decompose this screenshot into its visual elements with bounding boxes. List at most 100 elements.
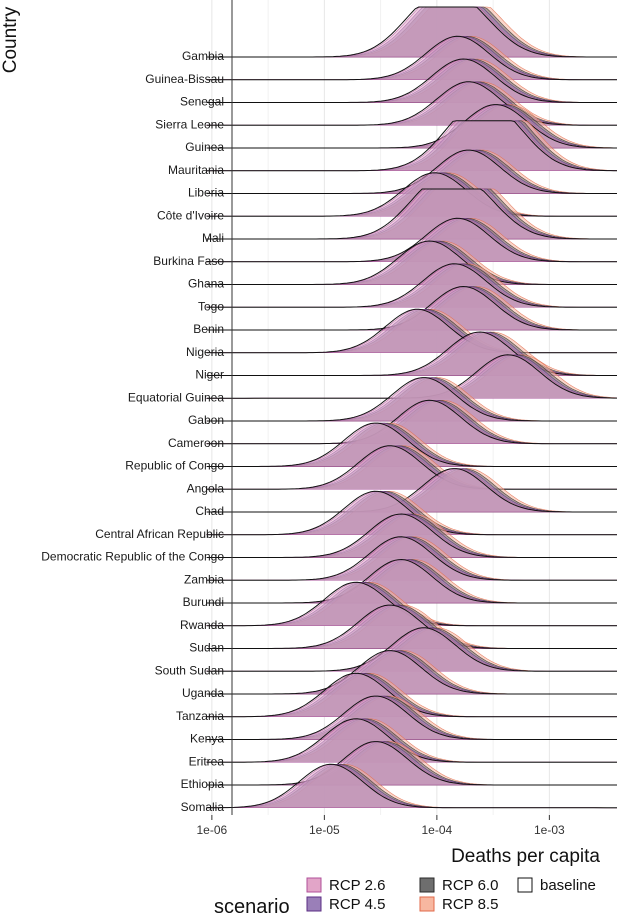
country-label: Mauritania xyxy=(168,163,224,177)
country-label: Gambia xyxy=(182,49,224,63)
density-baseline xyxy=(206,81,617,126)
country-label: Ghana xyxy=(188,277,224,291)
country-label: Benin xyxy=(193,322,224,336)
ridge-democratic-republic-of-the-congo xyxy=(206,513,617,558)
country-label: Angola xyxy=(187,481,225,495)
legend-label: RCP 2.6 xyxy=(329,877,385,894)
legend-swatch xyxy=(419,896,435,912)
density-baseline xyxy=(206,468,617,513)
density-baseline xyxy=(206,172,617,217)
ridge-mali xyxy=(206,188,617,240)
x-axis-title: Deaths per capita xyxy=(451,846,600,867)
legend-swatch xyxy=(517,877,533,893)
density-baseline xyxy=(206,217,617,263)
legend-label: RCP 8.5 xyxy=(442,896,498,913)
x-tick-label: 1e-03 xyxy=(534,823,565,837)
country-label: Burundi xyxy=(183,595,224,609)
country-label: Togo xyxy=(198,299,224,313)
country-label: Eritrea xyxy=(189,754,225,768)
x-axis-ticks: 1e-06 1e-05 1e-04 1e-03 xyxy=(197,815,565,837)
legend-label: baseline xyxy=(540,877,596,894)
density-baseline xyxy=(206,58,617,103)
legend-item-rcp-2-6: RCP 2.6 xyxy=(306,877,385,894)
country-label: Niger xyxy=(195,368,224,382)
legend-item-rcp-8-5: RCP 8.5 xyxy=(419,896,498,913)
density-baseline xyxy=(206,263,617,308)
density-baseline xyxy=(206,490,617,536)
legend-title: scenario xyxy=(214,896,290,918)
legend-item-rcp-6-0: RCP 6.0 xyxy=(419,877,498,894)
density-baseline xyxy=(206,558,617,604)
density-baseline xyxy=(206,120,617,172)
country-label: Rwanda xyxy=(180,618,224,632)
x-tick-label: 1e-05 xyxy=(309,823,340,837)
ridge-nigeria xyxy=(206,308,617,354)
country-label: South Sudan xyxy=(155,663,224,677)
density-baseline xyxy=(206,422,617,467)
country-label: Nigeria xyxy=(186,345,224,359)
country-label: Republic of Congo xyxy=(125,459,224,473)
density-baseline xyxy=(206,695,617,740)
legend-swatch xyxy=(306,896,322,912)
density-baseline xyxy=(206,6,617,58)
ridges xyxy=(206,6,617,809)
country-label: Somalia xyxy=(181,800,225,814)
country-label: Cameroon xyxy=(168,436,224,450)
x-tick-label: 1e-04 xyxy=(422,823,453,837)
country-label: Guinea xyxy=(185,140,224,154)
country-label: Tanzania xyxy=(176,709,224,723)
density-baseline xyxy=(206,513,617,558)
legend-swatch xyxy=(306,877,322,893)
ridge-guinea-bissau xyxy=(206,35,617,81)
country-label: Chad xyxy=(195,504,224,518)
legend: scenario RCP 2.6 RCP 4.5 RCP 6.0 RCP 8.5 bas… xyxy=(214,877,596,918)
density-baseline xyxy=(206,763,617,809)
ridge-gabon xyxy=(206,377,617,422)
ridge-kenya xyxy=(206,695,617,740)
density-baseline xyxy=(206,604,617,649)
country-label: Equatorial Guinea xyxy=(128,390,224,404)
density-baseline xyxy=(206,536,617,581)
density-baseline xyxy=(206,308,617,354)
density-baseline xyxy=(206,741,617,786)
y-axis-title: Country xyxy=(0,6,21,73)
density-baseline xyxy=(206,188,617,240)
country-label: Côte d'Ivoire xyxy=(157,208,224,222)
ridge-zambia xyxy=(206,536,617,581)
legend-label: RCP 6.0 xyxy=(442,877,498,894)
country-label: Uganda xyxy=(182,686,224,700)
country-label: Gabon xyxy=(188,413,224,427)
ridge-ghana xyxy=(206,240,617,285)
density-baseline xyxy=(206,627,617,672)
density-baseline xyxy=(206,445,617,490)
ridge-angola xyxy=(206,445,617,490)
country-label: Central African Republic xyxy=(95,527,224,541)
ridge-somalia xyxy=(206,763,617,809)
density-baseline xyxy=(206,35,617,81)
ridge-republic-of-congo xyxy=(206,422,617,467)
ridge-togo xyxy=(206,263,617,308)
density-baseline xyxy=(206,650,617,695)
country-label: Sudan xyxy=(189,641,224,655)
country-label: Mali xyxy=(202,231,224,245)
country-label: Liberia xyxy=(188,186,224,200)
country-label: Sierra Leone xyxy=(155,117,224,131)
country-label: Burkina Faso xyxy=(153,254,224,268)
ridge-uganda xyxy=(206,650,617,695)
legend-label: RCP 4.5 xyxy=(329,896,385,913)
ridge-south-sudan xyxy=(206,627,617,672)
ridge-mauritania xyxy=(206,120,617,172)
country-label: Kenya xyxy=(190,732,224,746)
country-label: Democratic Republic of the Congo xyxy=(41,550,224,564)
ridge-gambia xyxy=(206,6,617,58)
ridge-burundi xyxy=(206,558,617,604)
ridge-sudan xyxy=(206,604,617,649)
country-label: Senegal xyxy=(180,95,224,109)
ridge-cameroon xyxy=(206,399,617,445)
ridge-senegal xyxy=(206,58,617,103)
ridge-central-african-republic xyxy=(206,490,617,536)
density-baseline xyxy=(206,104,617,149)
legend-item-rcp-4-5: RCP 4.5 xyxy=(306,896,385,913)
ridge-ethiopia xyxy=(206,741,617,786)
